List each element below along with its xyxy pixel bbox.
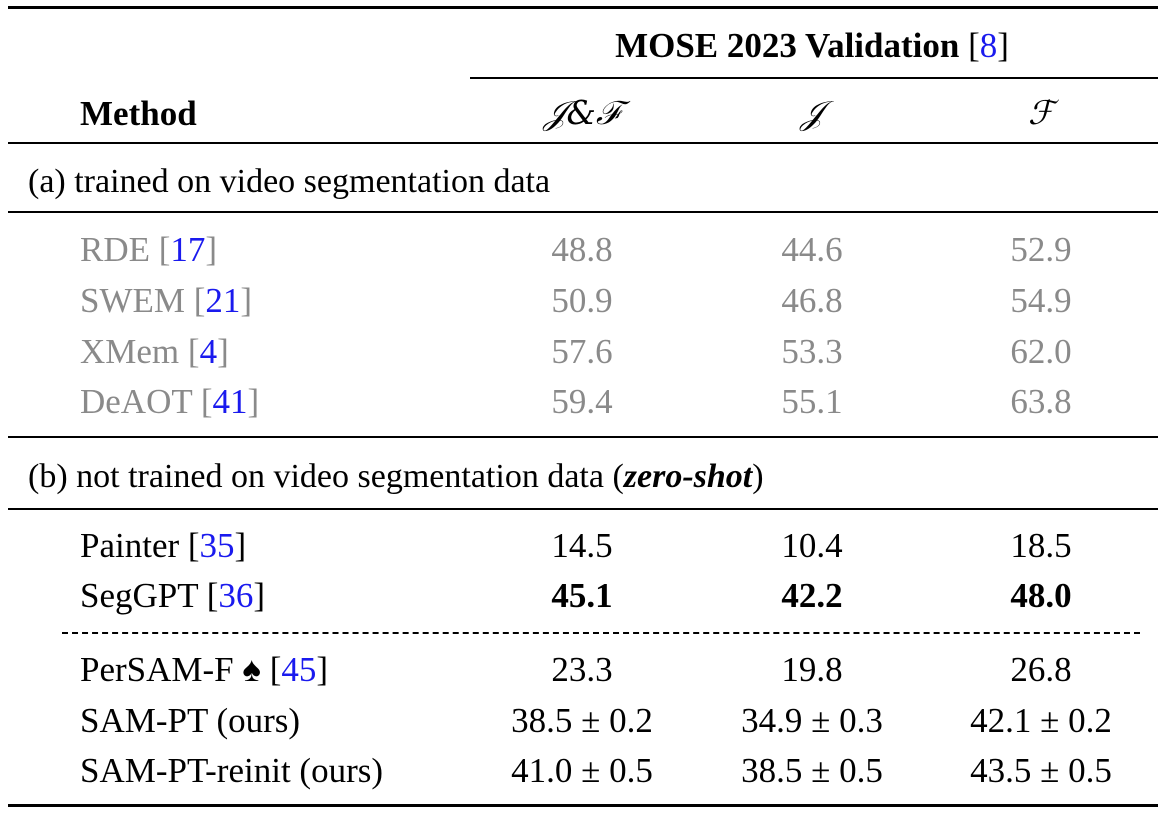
table-row-method: RDE [17] (80, 230, 218, 269)
citation-link[interactable]: 21 (205, 281, 241, 320)
section-a-label: (a) trained on video segmentation data (28, 163, 551, 200)
citation-link[interactable]: 36 (218, 576, 254, 615)
top-rule (8, 6, 1158, 9)
section-b-rule (8, 508, 1158, 510)
table-row-method: SWEM [21] (80, 281, 253, 320)
table-row-method: Painter [35] (80, 526, 247, 565)
table-row-method: SAM-PT (ours) (80, 701, 301, 740)
table-cell-f: 54.9 (1010, 281, 1072, 320)
col-header-jf: 𝒥&ℱ (543, 93, 621, 132)
bottom-rule (8, 804, 1158, 807)
benchmark-cite-link[interactable]: 8 (979, 26, 998, 65)
table-row-method: DeAOT [41] (80, 382, 260, 421)
table-cell-f: 42.1 ± 0.2 (970, 701, 1112, 740)
table-cell-j: 19.8 (781, 650, 843, 689)
citation-link[interactable]: 17 (170, 230, 206, 269)
table-cell-jf: 14.5 (551, 526, 613, 565)
table-cell-j: 10.4 (781, 526, 843, 565)
mid-rule (8, 436, 1158, 438)
table-cell-f: 62.0 (1010, 332, 1072, 371)
table-row-method: PerSAM-F ♠ [45] (80, 650, 329, 689)
table-row-method: SAM-PT-reinit (ours) (80, 751, 384, 790)
benchmark-underline (470, 77, 1158, 79)
table-cell-f: 52.9 (1010, 230, 1072, 269)
table-cell-f-best: 48.0 (1010, 576, 1072, 615)
table-cell-j: 38.5 ± 0.5 (741, 751, 883, 790)
header-rule (8, 142, 1158, 144)
table-cell-jf: 38.5 ± 0.2 (511, 701, 653, 740)
table-cell-j-best: 42.2 (781, 576, 843, 615)
table-cell-f: 18.5 (1010, 526, 1072, 565)
col-header-f: ℱ (1028, 93, 1054, 132)
table-cell-f: 26.8 (1010, 650, 1072, 689)
section-a-rule (8, 211, 1158, 213)
citation-link[interactable]: 35 (199, 526, 235, 565)
table-cell-j: 53.3 (781, 332, 843, 371)
table-cell-jf: 57.6 (551, 332, 613, 371)
zero-shot-emphasis: zero-shot (623, 458, 753, 495)
benchmark-header: MOSE 2023 Validation [8] (615, 26, 1009, 65)
citation-link[interactable]: 41 (212, 382, 248, 421)
table-cell-jf: 41.0 ± 0.5 (511, 751, 653, 790)
table-cell-jf: 50.9 (551, 281, 613, 320)
table-cell-j: 55.1 (781, 382, 843, 421)
table-cell-f: 43.5 ± 0.5 (970, 751, 1112, 790)
dashed-separator (62, 632, 1140, 634)
table-cell-jf: 23.3 (551, 650, 613, 689)
benchmark-label: MOSE 2023 Validation (615, 26, 960, 65)
table-cell-j: 44.6 (781, 230, 843, 269)
table-cell-jf: 59.4 (551, 382, 613, 421)
table-row-method: SegGPT [36] (80, 576, 266, 615)
citation-link[interactable]: 4 (199, 332, 218, 371)
table-cell-jf-best: 45.1 (551, 576, 613, 615)
section-b-label: (b) not trained on video segmentation da… (28, 458, 764, 495)
table-row-method: XMem [4] (80, 332, 229, 371)
col-header-j: 𝒥 (800, 93, 824, 132)
citation-link[interactable]: 45 (281, 650, 317, 689)
table-cell-f: 63.8 (1010, 382, 1072, 421)
table-cell-j: 34.9 ± 0.3 (741, 701, 883, 740)
table-cell-jf: 48.8 (551, 230, 613, 269)
table-cell-j: 46.8 (781, 281, 843, 320)
method-column-header: Method (80, 94, 197, 133)
